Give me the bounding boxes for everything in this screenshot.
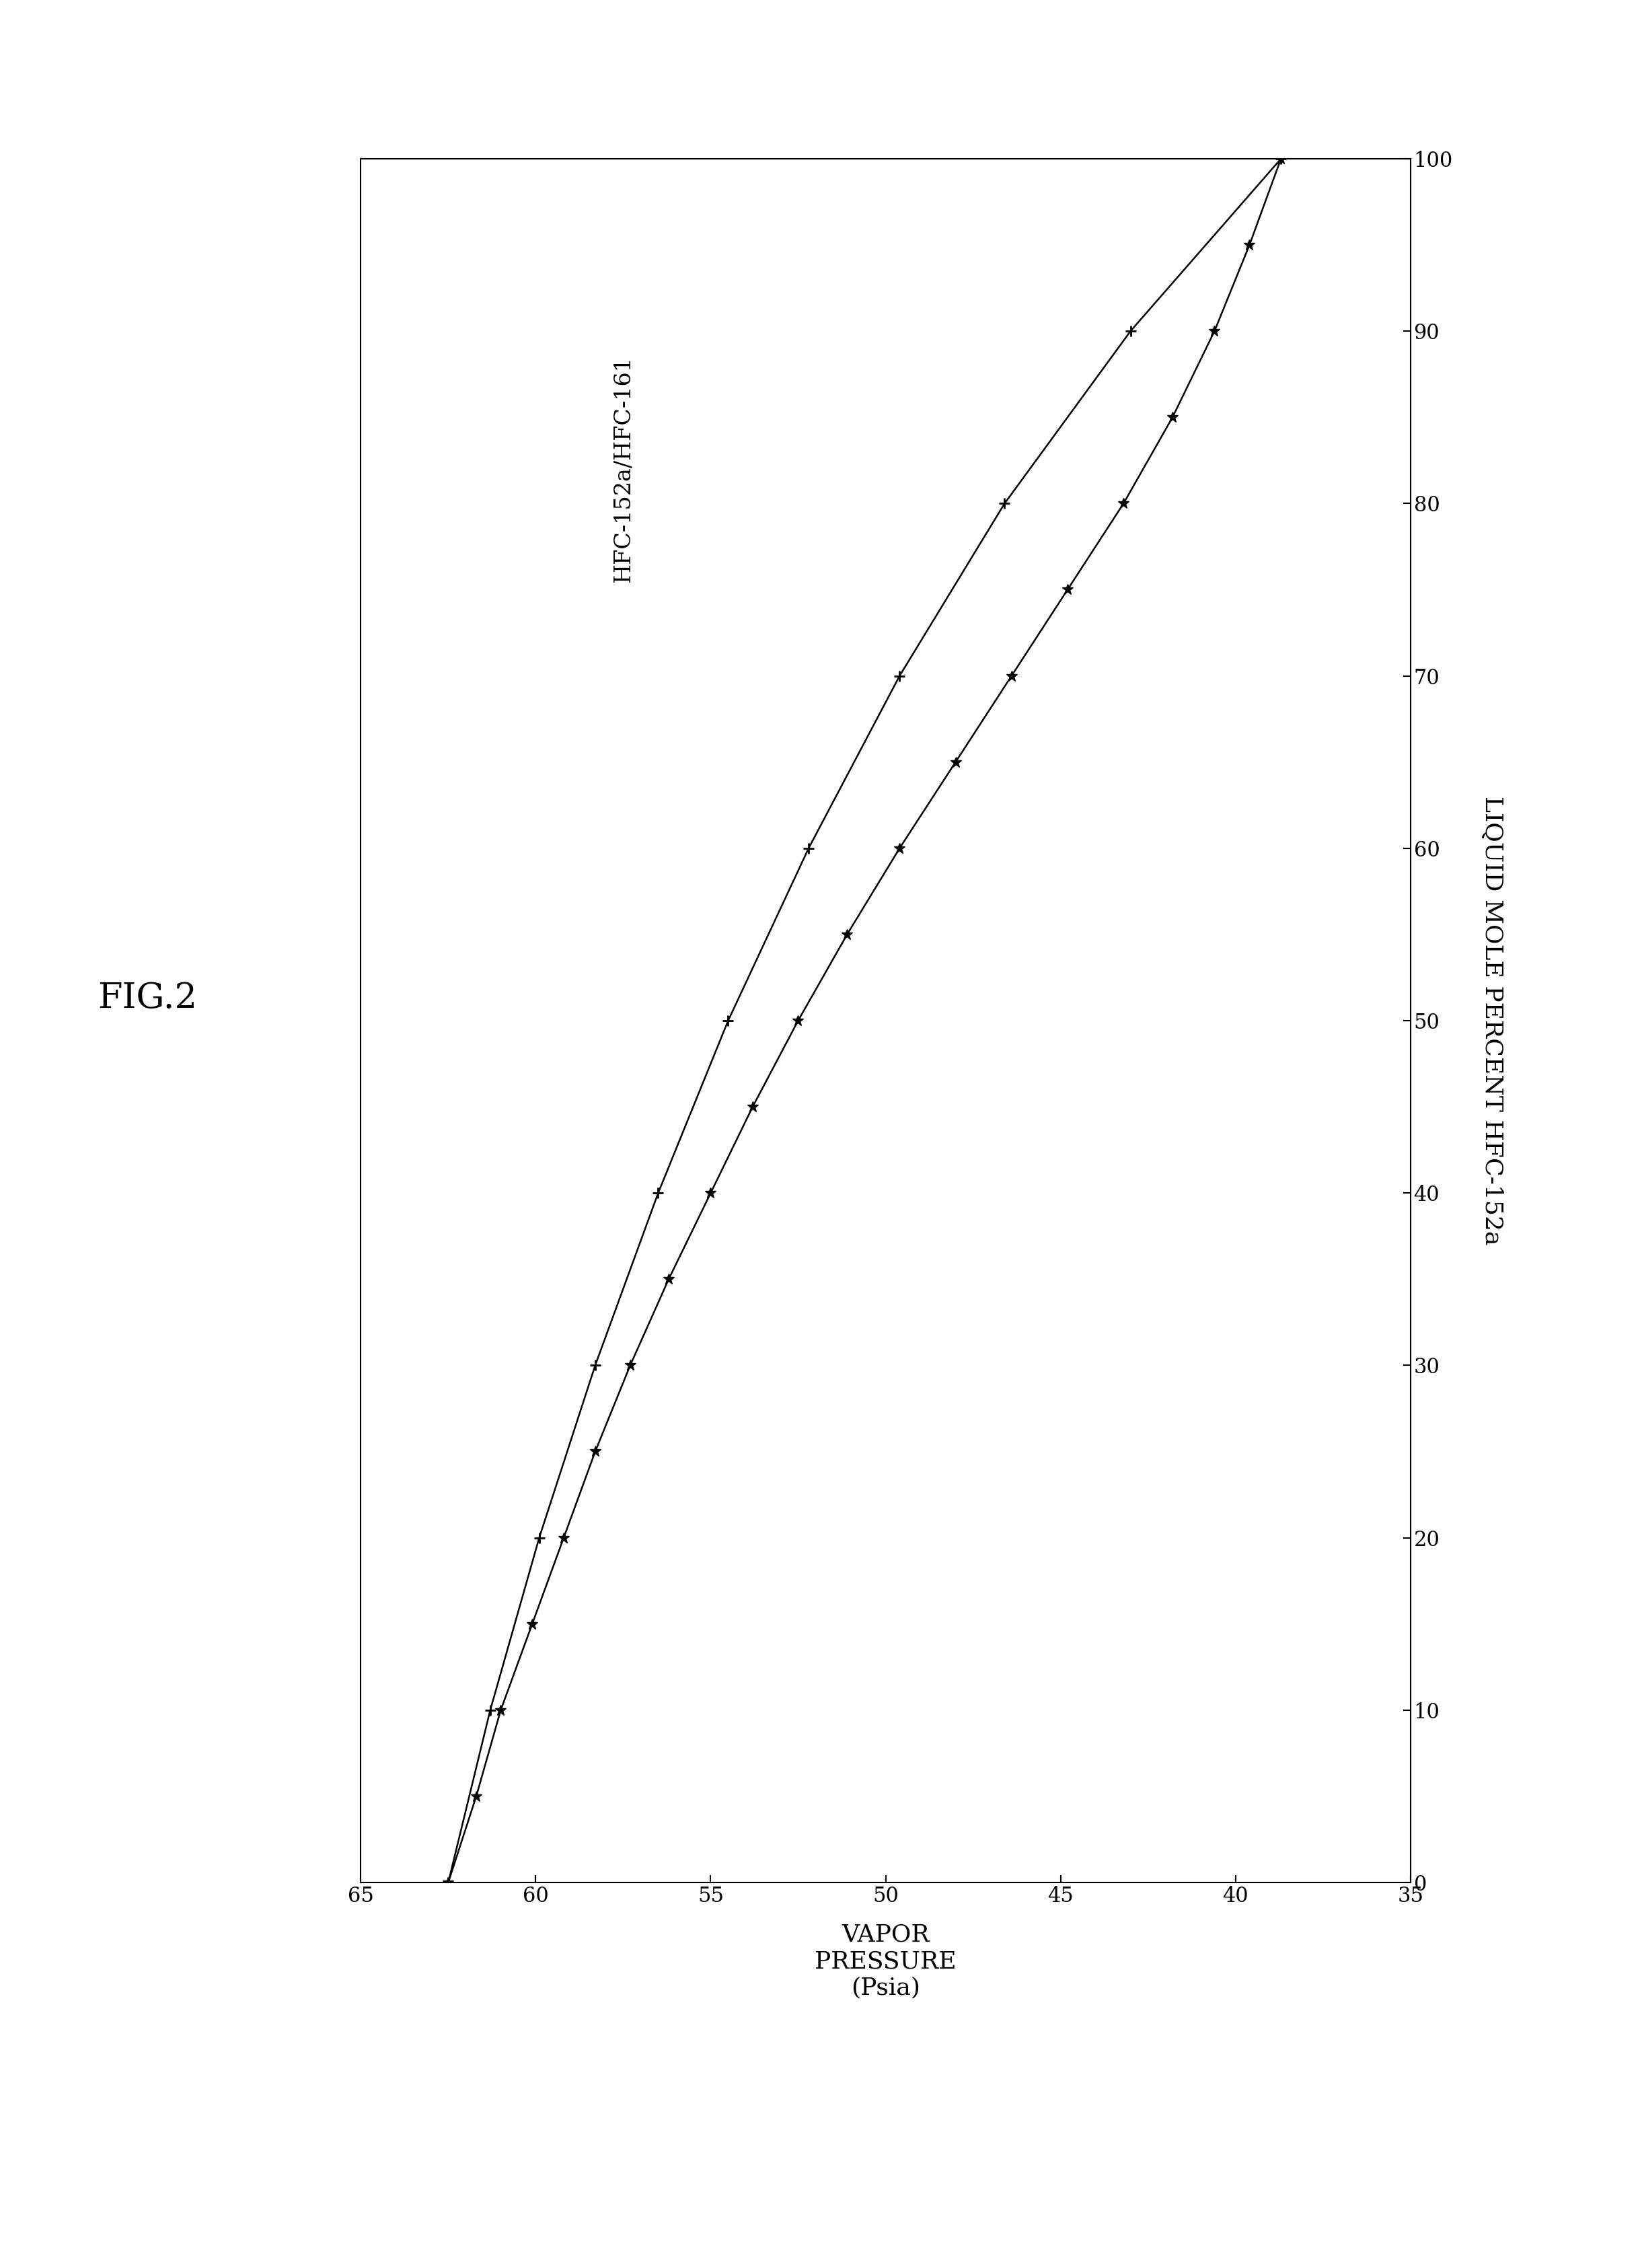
Text: HFC-152a/HFC-161: HFC-152a/HFC-161 xyxy=(612,356,635,583)
Y-axis label: LIQUID MOLE PERCENT HFC-152a: LIQUID MOLE PERCENT HFC-152a xyxy=(1481,796,1504,1245)
Text: FIG.2: FIG.2 xyxy=(98,980,197,1016)
X-axis label: VAPOR
PRESSURE
(Psia): VAPOR PRESSURE (Psia) xyxy=(815,1923,956,2000)
